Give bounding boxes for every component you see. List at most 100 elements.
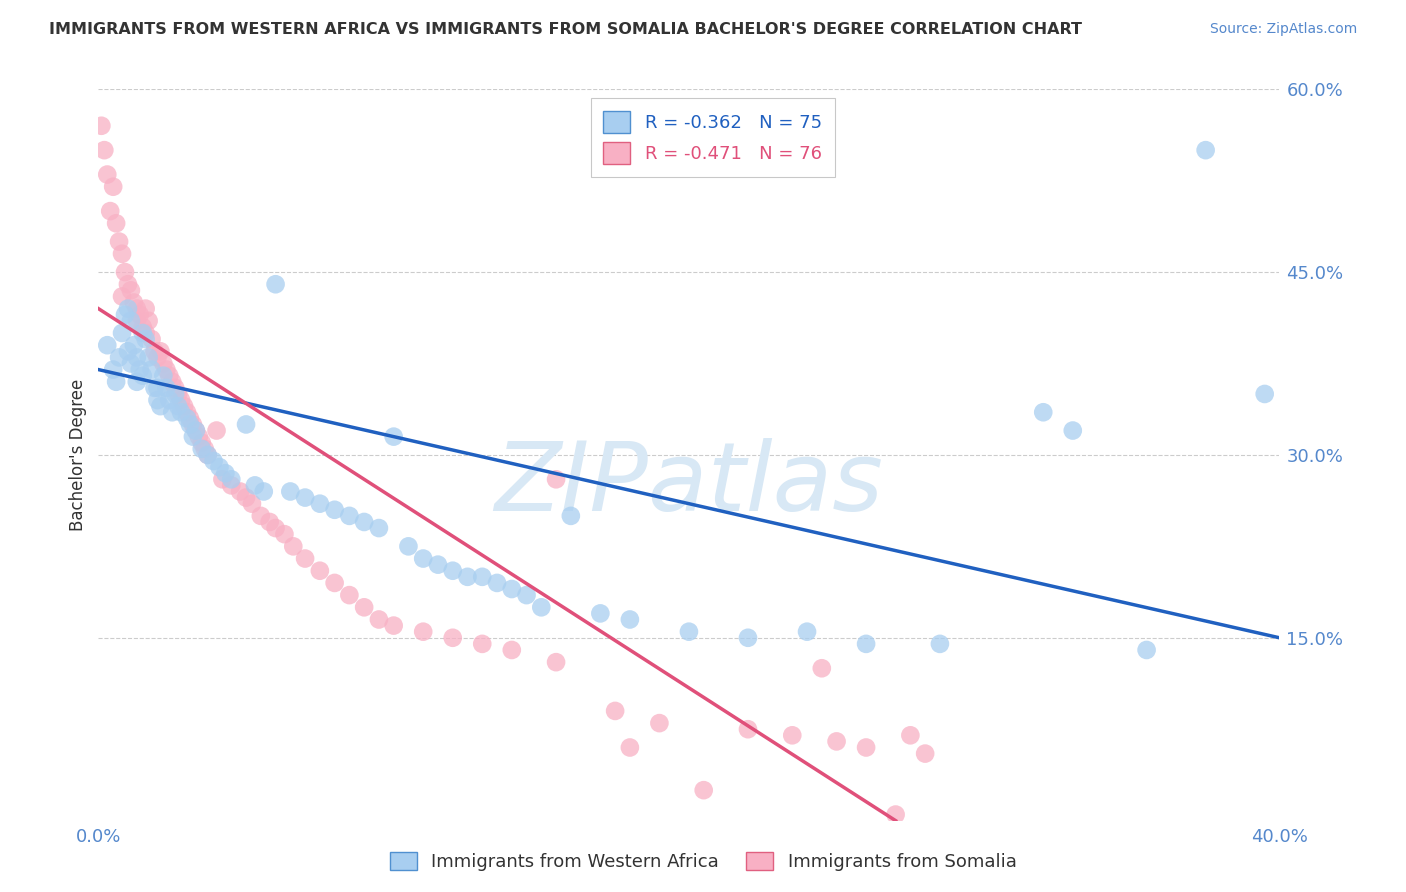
Point xyxy=(202,454,225,468)
Point xyxy=(678,624,700,639)
Point xyxy=(165,387,187,401)
Point xyxy=(117,301,139,316)
Point xyxy=(146,392,169,407)
Point xyxy=(120,356,142,371)
Point xyxy=(103,362,125,376)
Point xyxy=(221,472,243,486)
Point xyxy=(1032,405,1054,419)
Point xyxy=(1195,143,1218,157)
Point xyxy=(368,521,391,535)
Point xyxy=(191,435,214,450)
Point xyxy=(323,576,346,591)
Point xyxy=(884,807,907,822)
Point xyxy=(96,338,118,352)
Point xyxy=(264,277,287,292)
Point xyxy=(486,576,509,591)
Point xyxy=(141,332,163,346)
Point xyxy=(382,618,405,632)
Point xyxy=(179,417,201,432)
Point xyxy=(250,508,273,523)
Point xyxy=(167,399,190,413)
Point xyxy=(457,570,479,584)
Point xyxy=(125,301,148,316)
Point xyxy=(108,235,131,249)
Point xyxy=(1254,387,1277,401)
Point xyxy=(811,661,834,675)
Point xyxy=(167,387,190,401)
Point xyxy=(157,392,180,407)
Point xyxy=(229,484,252,499)
Point xyxy=(157,368,180,383)
Point xyxy=(259,515,281,529)
Point xyxy=(98,204,121,219)
Point xyxy=(132,368,155,383)
Point xyxy=(125,375,148,389)
Point xyxy=(441,631,464,645)
Point xyxy=(914,747,936,761)
Point xyxy=(782,728,804,742)
Point xyxy=(181,430,204,444)
Point xyxy=(162,405,183,419)
Point xyxy=(737,723,759,737)
Point xyxy=(176,405,198,419)
Point xyxy=(546,472,568,486)
Point xyxy=(693,783,716,797)
Point xyxy=(900,728,922,742)
Point xyxy=(382,430,405,444)
Point xyxy=(546,655,568,669)
Point xyxy=(323,503,346,517)
Point xyxy=(135,301,157,316)
Point xyxy=(501,643,523,657)
Point xyxy=(111,289,134,303)
Point xyxy=(194,442,217,456)
Point xyxy=(825,734,848,748)
Point xyxy=(441,564,464,578)
Point xyxy=(184,424,207,438)
Y-axis label: Bachelor's Degree: Bachelor's Degree xyxy=(69,379,87,531)
Point xyxy=(162,375,183,389)
Point xyxy=(353,515,375,529)
Point xyxy=(280,484,302,499)
Point xyxy=(191,442,214,456)
Point xyxy=(501,582,523,596)
Point xyxy=(138,351,160,365)
Point xyxy=(103,179,125,194)
Point xyxy=(294,551,316,566)
Point xyxy=(117,344,139,359)
Point xyxy=(530,600,553,615)
Point xyxy=(235,491,257,505)
Point xyxy=(135,332,157,346)
Point xyxy=(197,448,219,462)
Point xyxy=(146,351,169,365)
Point xyxy=(273,527,295,541)
Point xyxy=(128,362,150,376)
Point xyxy=(105,375,128,389)
Point xyxy=(179,411,201,425)
Point xyxy=(221,478,243,492)
Point xyxy=(141,362,163,376)
Point xyxy=(125,351,148,365)
Point xyxy=(135,326,157,340)
Point xyxy=(105,216,128,230)
Point xyxy=(155,362,177,376)
Point xyxy=(929,637,952,651)
Point xyxy=(111,326,134,340)
Point xyxy=(170,405,193,419)
Point xyxy=(339,508,361,523)
Text: IMMIGRANTS FROM WESTERN AFRICA VS IMMIGRANTS FROM SOMALIA BACHELOR'S DEGREE CORR: IMMIGRANTS FROM WESTERN AFRICA VS IMMIGR… xyxy=(49,22,1083,37)
Point xyxy=(173,399,195,413)
Point xyxy=(128,308,150,322)
Point xyxy=(471,570,494,584)
Point xyxy=(796,624,818,639)
Point xyxy=(309,497,332,511)
Point xyxy=(117,277,139,292)
Point xyxy=(214,466,236,480)
Point xyxy=(120,284,142,298)
Point xyxy=(353,600,375,615)
Point xyxy=(187,430,209,444)
Point xyxy=(108,351,131,365)
Point xyxy=(368,613,391,627)
Text: ZIPatlas: ZIPatlas xyxy=(495,438,883,531)
Point xyxy=(855,740,877,755)
Point xyxy=(143,344,166,359)
